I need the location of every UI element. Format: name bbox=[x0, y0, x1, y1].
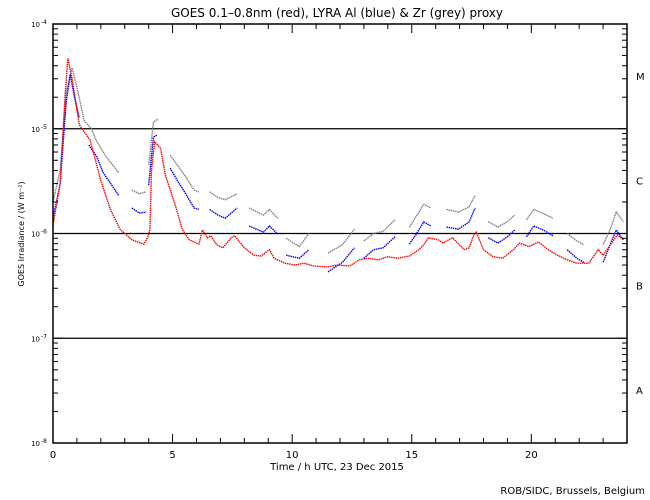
series-line-lyra-zr-proxy bbox=[285, 233, 310, 248]
flare-class-label: M bbox=[636, 72, 645, 83]
y-tick-exponent: -6 bbox=[41, 229, 47, 236]
series-line-lyra-al-proxy bbox=[286, 249, 310, 260]
x-tick-label: 20 bbox=[525, 450, 538, 461]
series-line-lyra-al-proxy bbox=[131, 207, 147, 214]
y-tick-label: 10 bbox=[31, 335, 40, 343]
y-tick-exponent: -4 bbox=[41, 19, 47, 26]
x-tick-label: 5 bbox=[169, 450, 175, 461]
series-line-lyra-al-proxy bbox=[566, 249, 585, 264]
y-axis-label: GOES Irradiance / (W m⁻²) bbox=[17, 181, 26, 286]
series-line-lyra-al-proxy bbox=[148, 134, 158, 186]
chart-title: GOES 0.1–0.8nm (red), LYRA Al (blue) & Z… bbox=[171, 6, 503, 20]
series-line-lyra-zr-proxy bbox=[327, 228, 355, 254]
series-line-lyra-al-proxy bbox=[446, 207, 476, 230]
y-tick-label: 10 bbox=[31, 440, 40, 448]
flare-class-label: C bbox=[636, 177, 643, 188]
series-line-lyra-zr-proxy bbox=[131, 189, 147, 195]
series-line-lyra-zr-proxy bbox=[446, 195, 476, 213]
series-line-lyra-zr-proxy bbox=[566, 232, 585, 246]
flare-class-label: B bbox=[636, 281, 643, 292]
series-line-lyra-zr-proxy bbox=[209, 191, 238, 201]
series-line-goes-0-1-0-8nm bbox=[52, 58, 624, 268]
series-line-lyra-al-proxy bbox=[327, 247, 355, 273]
y-tick-exponent: -7 bbox=[41, 333, 47, 340]
y-tick-label: 10 bbox=[31, 231, 40, 239]
series-line-lyra-al-proxy bbox=[602, 228, 624, 263]
x-tick-label: 10 bbox=[286, 450, 299, 461]
x-tick-label: 0 bbox=[50, 450, 56, 461]
series-line-lyra-zr-proxy bbox=[52, 67, 120, 203]
series-line-lyra-al-proxy bbox=[363, 236, 396, 259]
series-line-lyra-al-proxy bbox=[209, 207, 238, 220]
series-line-lyra-zr-proxy bbox=[248, 207, 279, 219]
series-line-lyra-zr-proxy bbox=[148, 118, 159, 166]
y-tick-label: 10 bbox=[31, 126, 40, 134]
y-tick-label: 10 bbox=[31, 21, 40, 29]
series-line-lyra-zr-proxy bbox=[363, 219, 396, 242]
x-axis-label: Time / h UTC, 23 Dec 2015 bbox=[269, 462, 404, 473]
series-line-lyra-al-proxy bbox=[487, 229, 516, 244]
x-tick-label: 15 bbox=[405, 450, 418, 461]
series-line-lyra-zr-proxy bbox=[487, 214, 516, 228]
series-line-lyra-zr-proxy bbox=[525, 208, 554, 221]
series-line-lyra-zr-proxy bbox=[408, 203, 432, 228]
credit-text: ROB/SIDC, Brussels, Belgium bbox=[500, 486, 645, 497]
series-line-lyra-al-proxy bbox=[525, 225, 554, 238]
series-line-lyra-al-proxy bbox=[248, 225, 279, 235]
y-tick-exponent: -5 bbox=[41, 124, 47, 131]
y-tick-exponent: -8 bbox=[41, 438, 47, 445]
series-line-lyra-zr-proxy bbox=[169, 154, 200, 193]
series-line-lyra-al-proxy bbox=[169, 167, 200, 211]
flare-class-label: A bbox=[636, 386, 643, 397]
